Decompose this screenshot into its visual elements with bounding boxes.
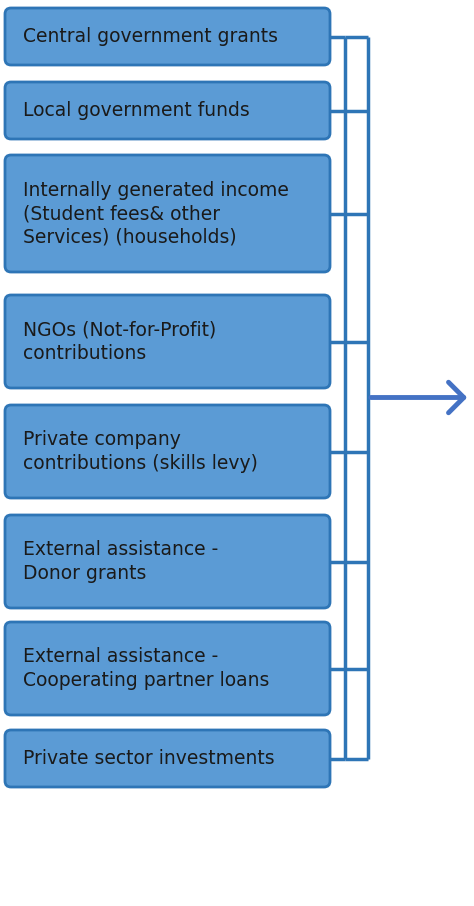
Text: Local government funds: Local government funds — [23, 101, 250, 120]
Text: External assistance -
Donor grants: External assistance - Donor grants — [23, 540, 218, 583]
Text: Private sector investments: Private sector investments — [23, 749, 274, 768]
FancyBboxPatch shape — [5, 730, 330, 787]
FancyBboxPatch shape — [5, 295, 330, 388]
FancyBboxPatch shape — [5, 622, 330, 715]
FancyBboxPatch shape — [5, 155, 330, 272]
FancyBboxPatch shape — [5, 405, 330, 498]
Text: NGOs (Not-for-Profit)
contributions: NGOs (Not-for-Profit) contributions — [23, 320, 216, 362]
Text: Private company
contributions (skills levy): Private company contributions (skills le… — [23, 430, 258, 473]
FancyBboxPatch shape — [5, 82, 330, 139]
Text: Central government grants: Central government grants — [23, 27, 278, 46]
Text: Internally generated income
(Student fees& other
Services) (households): Internally generated income (Student fee… — [23, 180, 289, 246]
Text: External assistance -
Cooperating partner loans: External assistance - Cooperating partne… — [23, 647, 269, 689]
FancyBboxPatch shape — [5, 515, 330, 608]
FancyBboxPatch shape — [5, 8, 330, 65]
